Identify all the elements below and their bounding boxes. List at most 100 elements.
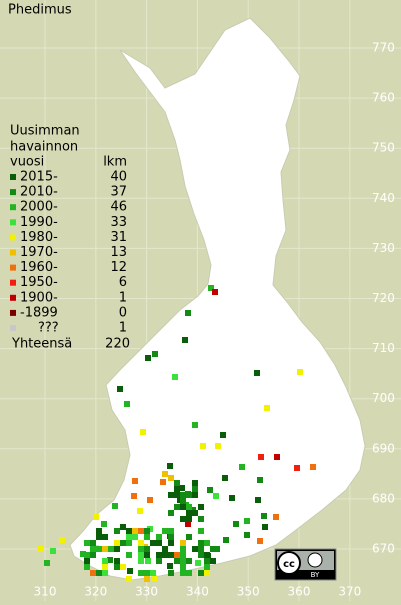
observation-square [204, 552, 210, 558]
observation-square [186, 534, 192, 540]
observation-square [102, 564, 108, 570]
observation-square [96, 546, 102, 552]
observation-square [262, 524, 268, 530]
observation-square [44, 560, 50, 566]
legend-label: -1899 [20, 305, 58, 320]
observation-square [172, 374, 178, 380]
legend-swatch [10, 189, 16, 196]
observation-square [273, 514, 279, 520]
legend-swatch [10, 174, 16, 180]
observation-square [174, 492, 180, 498]
observation-square [90, 540, 96, 546]
observation-square [258, 454, 264, 460]
observation-square [239, 464, 245, 470]
observation-square [102, 546, 108, 552]
legend-label: 1970- [20, 245, 58, 260]
observation-square [257, 538, 263, 544]
legend-count: 13 [110, 245, 127, 260]
observation-square [192, 492, 198, 498]
legend-total: 220 [105, 337, 130, 352]
observation-square [297, 369, 303, 375]
observation-square [114, 564, 120, 570]
legend-count: 33 [110, 215, 127, 230]
observation-square [179, 485, 185, 491]
observation-square [198, 540, 204, 546]
observation-square [120, 524, 126, 530]
y-axis-label: 750 [372, 141, 395, 155]
observation-square [162, 546, 168, 552]
observation-square [174, 480, 180, 486]
legend-label: 2010- [20, 185, 58, 200]
observation-square [168, 570, 174, 576]
observations [37, 285, 316, 582]
observation-square [180, 564, 186, 570]
observation-square [144, 552, 150, 558]
cc-icon [277, 551, 301, 575]
x-axis-label: 310 [34, 585, 57, 599]
observation-square [186, 516, 192, 522]
observation-square [162, 552, 168, 558]
observation-square [152, 351, 158, 357]
observation-square [127, 568, 133, 574]
y-axis-label: 710 [372, 341, 395, 355]
y-axis-label: 730 [372, 241, 395, 255]
legend-label: 2000- [20, 200, 58, 215]
y-axis-label: 760 [372, 91, 395, 105]
observation-square [156, 552, 162, 558]
legend-swatch [10, 249, 16, 256]
observation-square [37, 546, 43, 552]
observation-square [198, 552, 204, 558]
observation-square [132, 478, 138, 484]
observation-square [186, 492, 192, 498]
x-axis-label: 370 [338, 585, 361, 599]
observation-square [126, 576, 132, 582]
observation-square [102, 558, 108, 564]
observation-square [102, 570, 108, 576]
observation-square [138, 528, 144, 534]
observation-square [180, 504, 186, 510]
observation-square [138, 558, 144, 564]
legend-label: 1900- [20, 290, 58, 305]
legend-count: 31 [110, 230, 127, 245]
legend-label: 1990- [20, 215, 58, 230]
observation-square [204, 558, 210, 564]
observation-square [180, 492, 186, 498]
observation-square [117, 386, 123, 392]
observation-square [212, 289, 218, 295]
legend-count: 12 [110, 260, 127, 275]
observation-square [257, 477, 263, 483]
observation-square [192, 510, 198, 516]
observation-square [180, 498, 186, 504]
y-axis-label: 680 [372, 491, 395, 505]
observation-square [207, 487, 213, 493]
legend-count: 37 [110, 185, 127, 200]
observation-square [96, 570, 102, 576]
observation-square [204, 564, 210, 570]
observation-square [185, 310, 191, 316]
observation-square [254, 370, 260, 376]
observation-square [144, 570, 150, 576]
observation-square [144, 528, 150, 534]
y-axis-label: 700 [372, 391, 395, 405]
observation-square [168, 540, 174, 546]
observation-square [126, 552, 132, 558]
observation-square [233, 521, 239, 527]
observation-square [137, 508, 143, 514]
observation-square [144, 534, 150, 540]
observation-square [114, 540, 120, 546]
observation-square [174, 504, 180, 510]
observation-square [310, 464, 316, 470]
observation-square [156, 534, 162, 540]
legend-label: 1950- [20, 275, 58, 290]
observation-square [192, 422, 198, 428]
observation-square [168, 534, 174, 540]
x-axis-label: 320 [84, 585, 107, 599]
observation-square [198, 516, 204, 522]
observation-square [138, 552, 144, 558]
legend-heading: vuosi [10, 155, 44, 170]
x-axis-label: 360 [288, 585, 311, 599]
observation-square [114, 528, 120, 534]
observation-square [96, 534, 102, 540]
observation-square [90, 546, 96, 552]
